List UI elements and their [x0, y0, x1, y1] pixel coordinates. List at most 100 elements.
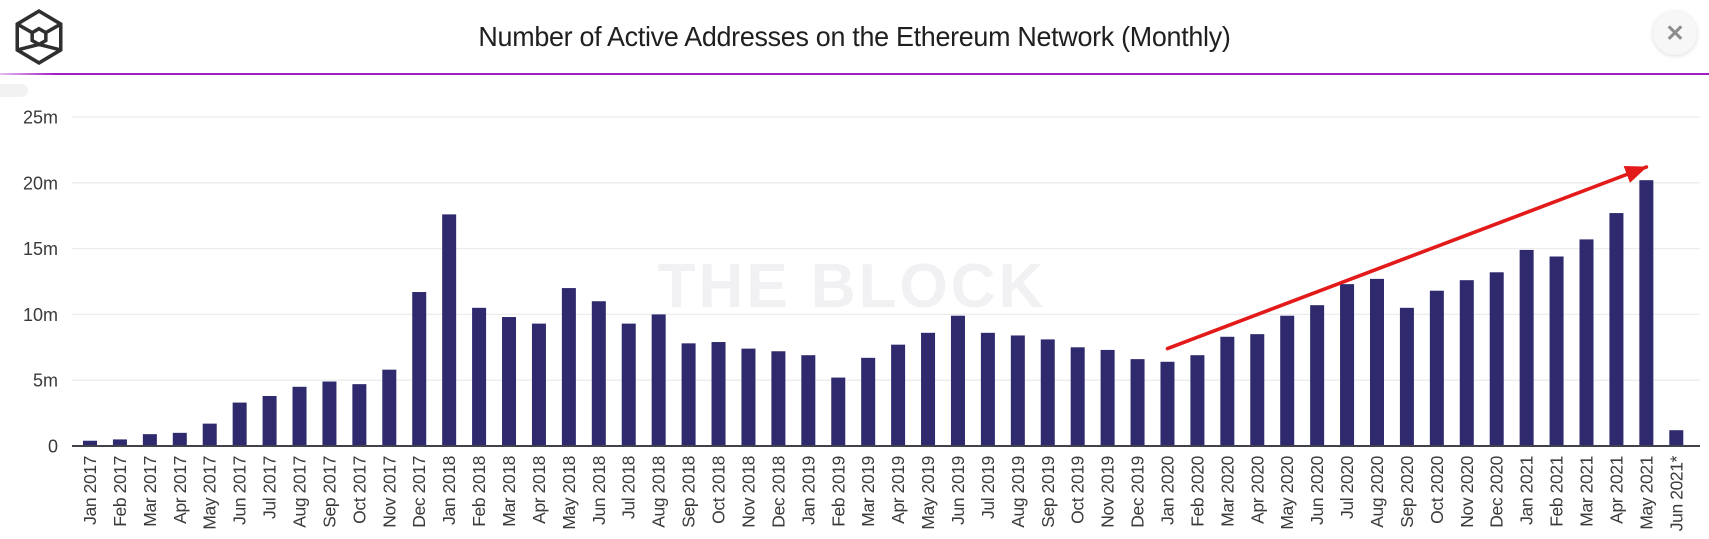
x-tick-label: Jun 2019 [948, 456, 968, 525]
x-tick-label: Nov 2018 [738, 456, 758, 528]
bar-jul-2018[interactable] [621, 323, 636, 446]
bar-mar-2019[interactable] [861, 357, 876, 446]
bar-aug-2019[interactable] [1010, 335, 1025, 446]
bar-jul-2020[interactable] [1340, 284, 1355, 446]
x-tick-label: Mar 2020 [1217, 455, 1237, 526]
x-tick-label: Jun 2017 [230, 456, 250, 525]
bar-jun-2018[interactable] [591, 301, 606, 446]
bar-jun-2017[interactable] [232, 402, 247, 446]
x-tick-label: May 2018 [559, 456, 579, 530]
x-tick-label: Aug 2017 [290, 456, 310, 528]
x-tick-label: Jan 2019 [798, 456, 818, 525]
x-tick-label: Jun 2020 [1307, 455, 1327, 524]
x-tick-label: Feb 2018 [469, 456, 489, 527]
bar-sep-2020[interactable] [1399, 307, 1414, 446]
bar-chart: THE BLOCK 0 5m 10m 15m 20m 25m Jan 2017 Feb 2017… [23, 108, 1700, 531]
bar-may-2020[interactable] [1280, 315, 1295, 446]
x-tick-label: May 2021 [1636, 456, 1656, 530]
the-block-logo-icon [15, 9, 63, 65]
bar-may-2017[interactable] [202, 423, 217, 446]
bar-dec-2018[interactable] [771, 351, 786, 446]
bar-mar-2017[interactable] [142, 434, 157, 446]
y-tick-label: 5m [33, 371, 58, 391]
x-tick-label: Mar 2019 [858, 456, 878, 527]
bar-aug-2017[interactable] [292, 386, 307, 446]
x-tick-label: Nov 2019 [1098, 456, 1118, 528]
close-icon: ✕ [1665, 19, 1685, 46]
bar-oct-2018[interactable] [711, 342, 726, 446]
bar-may-2021[interactable] [1639, 180, 1654, 447]
bar-jun-2021[interactable] [1669, 430, 1684, 446]
x-tick-label: Apr 2017 [170, 456, 190, 524]
bar-apr-2017[interactable] [172, 432, 187, 446]
x-tick-label: Feb 2019 [828, 456, 848, 527]
close-button[interactable]: ✕ [1653, 11, 1697, 55]
bar-may-2019[interactable] [921, 332, 936, 446]
x-tick-label: Jul 2017 [260, 456, 280, 519]
bar-oct-2020[interactable] [1429, 290, 1444, 446]
bar-dec-2017[interactable] [412, 292, 427, 446]
x-tick-label: Jan 2020 [1157, 455, 1177, 524]
bar-sep-2017[interactable] [322, 381, 337, 446]
x-tick-label: Feb 2021 [1547, 456, 1567, 527]
y-tick-label: 0 [48, 437, 58, 457]
bar-jan-2019[interactable] [801, 355, 816, 446]
bar-aug-2020[interactable] [1369, 278, 1384, 446]
chart-title: Number of Active Addresses on the Ethere… [478, 20, 1231, 52]
bar-nov-2017[interactable] [382, 369, 397, 446]
bar-jan-2020[interactable] [1160, 361, 1175, 446]
x-tick-label: Mar 2021 [1577, 456, 1597, 527]
x-tick-label: May 2020 [1277, 455, 1297, 529]
bar-jan-2021[interactable] [1519, 249, 1534, 446]
x-tick-label: Mar 2017 [140, 456, 160, 527]
bar-oct-2019[interactable] [1070, 347, 1085, 446]
bar-may-2018[interactable] [561, 288, 576, 446]
x-tick-label: Jan 2017 [80, 456, 100, 525]
bar-apr-2021[interactable] [1609, 213, 1624, 446]
bar-feb-2019[interactable] [831, 377, 846, 446]
bar-jul-2017[interactable] [262, 395, 277, 446]
bar-sep-2019[interactable] [1040, 339, 1055, 446]
bar-mar-2020[interactable] [1220, 336, 1235, 446]
bar-jan-2017[interactable] [83, 440, 97, 446]
bar-nov-2019[interactable] [1100, 349, 1115, 446]
bar-sep-2018[interactable] [681, 343, 696, 446]
x-tick-label: Dec 2018 [768, 456, 788, 528]
bar-apr-2019[interactable] [891, 344, 906, 446]
modal-header: Number of Active Addresses on the Ethere… [0, 0, 1709, 73]
bar-aug-2018[interactable] [651, 314, 666, 446]
x-tick-label: Oct 2019 [1068, 456, 1088, 524]
x-tick-label: May 2019 [918, 456, 938, 530]
bar-feb-2020[interactable] [1190, 355, 1205, 446]
bar-nov-2020[interactable] [1459, 280, 1474, 446]
y-tick-label: 10m [23, 305, 58, 325]
bar-jul-2019[interactable] [980, 332, 995, 446]
bar-feb-2017[interactable] [112, 439, 127, 446]
bar-mar-2018[interactable] [502, 317, 517, 446]
bar-oct-2017[interactable] [352, 384, 367, 446]
bar-dec-2019[interactable] [1130, 359, 1145, 446]
bar-nov-2018[interactable] [741, 348, 756, 446]
y-tick-label: 15m [23, 239, 58, 259]
x-tick-label: Feb 2020 [1187, 455, 1207, 526]
x-tick-label: May 2017 [200, 456, 220, 530]
x-tick-label: Jul 2020 [1337, 455, 1357, 519]
bar-jan-2018[interactable] [442, 214, 457, 446]
bar-jun-2019[interactable] [950, 315, 965, 446]
x-tick-label: Oct 2020 [1427, 455, 1447, 523]
bar-mar-2021[interactable] [1579, 239, 1594, 446]
x-tick-label: Apr 2018 [529, 456, 549, 524]
bar-apr-2020[interactable] [1250, 334, 1265, 446]
x-tick-label: Apr 2020 [1247, 455, 1267, 523]
bar-jun-2020[interactable] [1310, 305, 1325, 446]
bar-feb-2018[interactable] [472, 307, 487, 446]
x-tick-label: Jul 2018 [619, 456, 639, 519]
x-tick-label: Mar 2018 [499, 456, 519, 527]
bar-dec-2020[interactable] [1489, 272, 1504, 446]
x-tick-label: Dec 2019 [1128, 456, 1148, 528]
header-divider [0, 73, 1709, 75]
bar-feb-2021[interactable] [1549, 256, 1564, 447]
x-tick-label: Jun 2021* [1666, 455, 1686, 531]
bar-apr-2018[interactable] [531, 323, 546, 446]
x-tick-label: Feb 2017 [110, 456, 130, 527]
